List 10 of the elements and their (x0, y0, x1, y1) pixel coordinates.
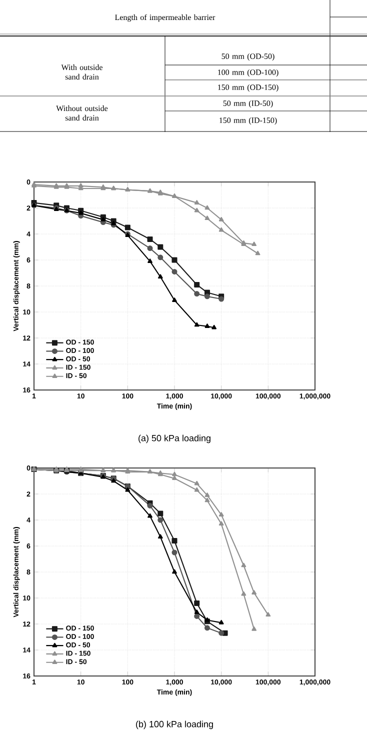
text: Without outside sand drain (56, 105, 108, 121)
text: Length of impermeable barrier (115, 14, 216, 22)
text: 100 mm (OD-100) (218, 69, 278, 77)
text: 150 mm (ID-150) (220, 117, 277, 125)
text: 50 mm (ID-50) (223, 100, 273, 108)
text: (b) 100 kPa loading (136, 720, 213, 730)
text: 50 mm (OD-50) (222, 53, 274, 61)
text: 150 mm (OD-150) (218, 84, 278, 92)
text: (a) 50 kPa loading (138, 434, 210, 444)
text: With outside sand drain (61, 64, 102, 80)
